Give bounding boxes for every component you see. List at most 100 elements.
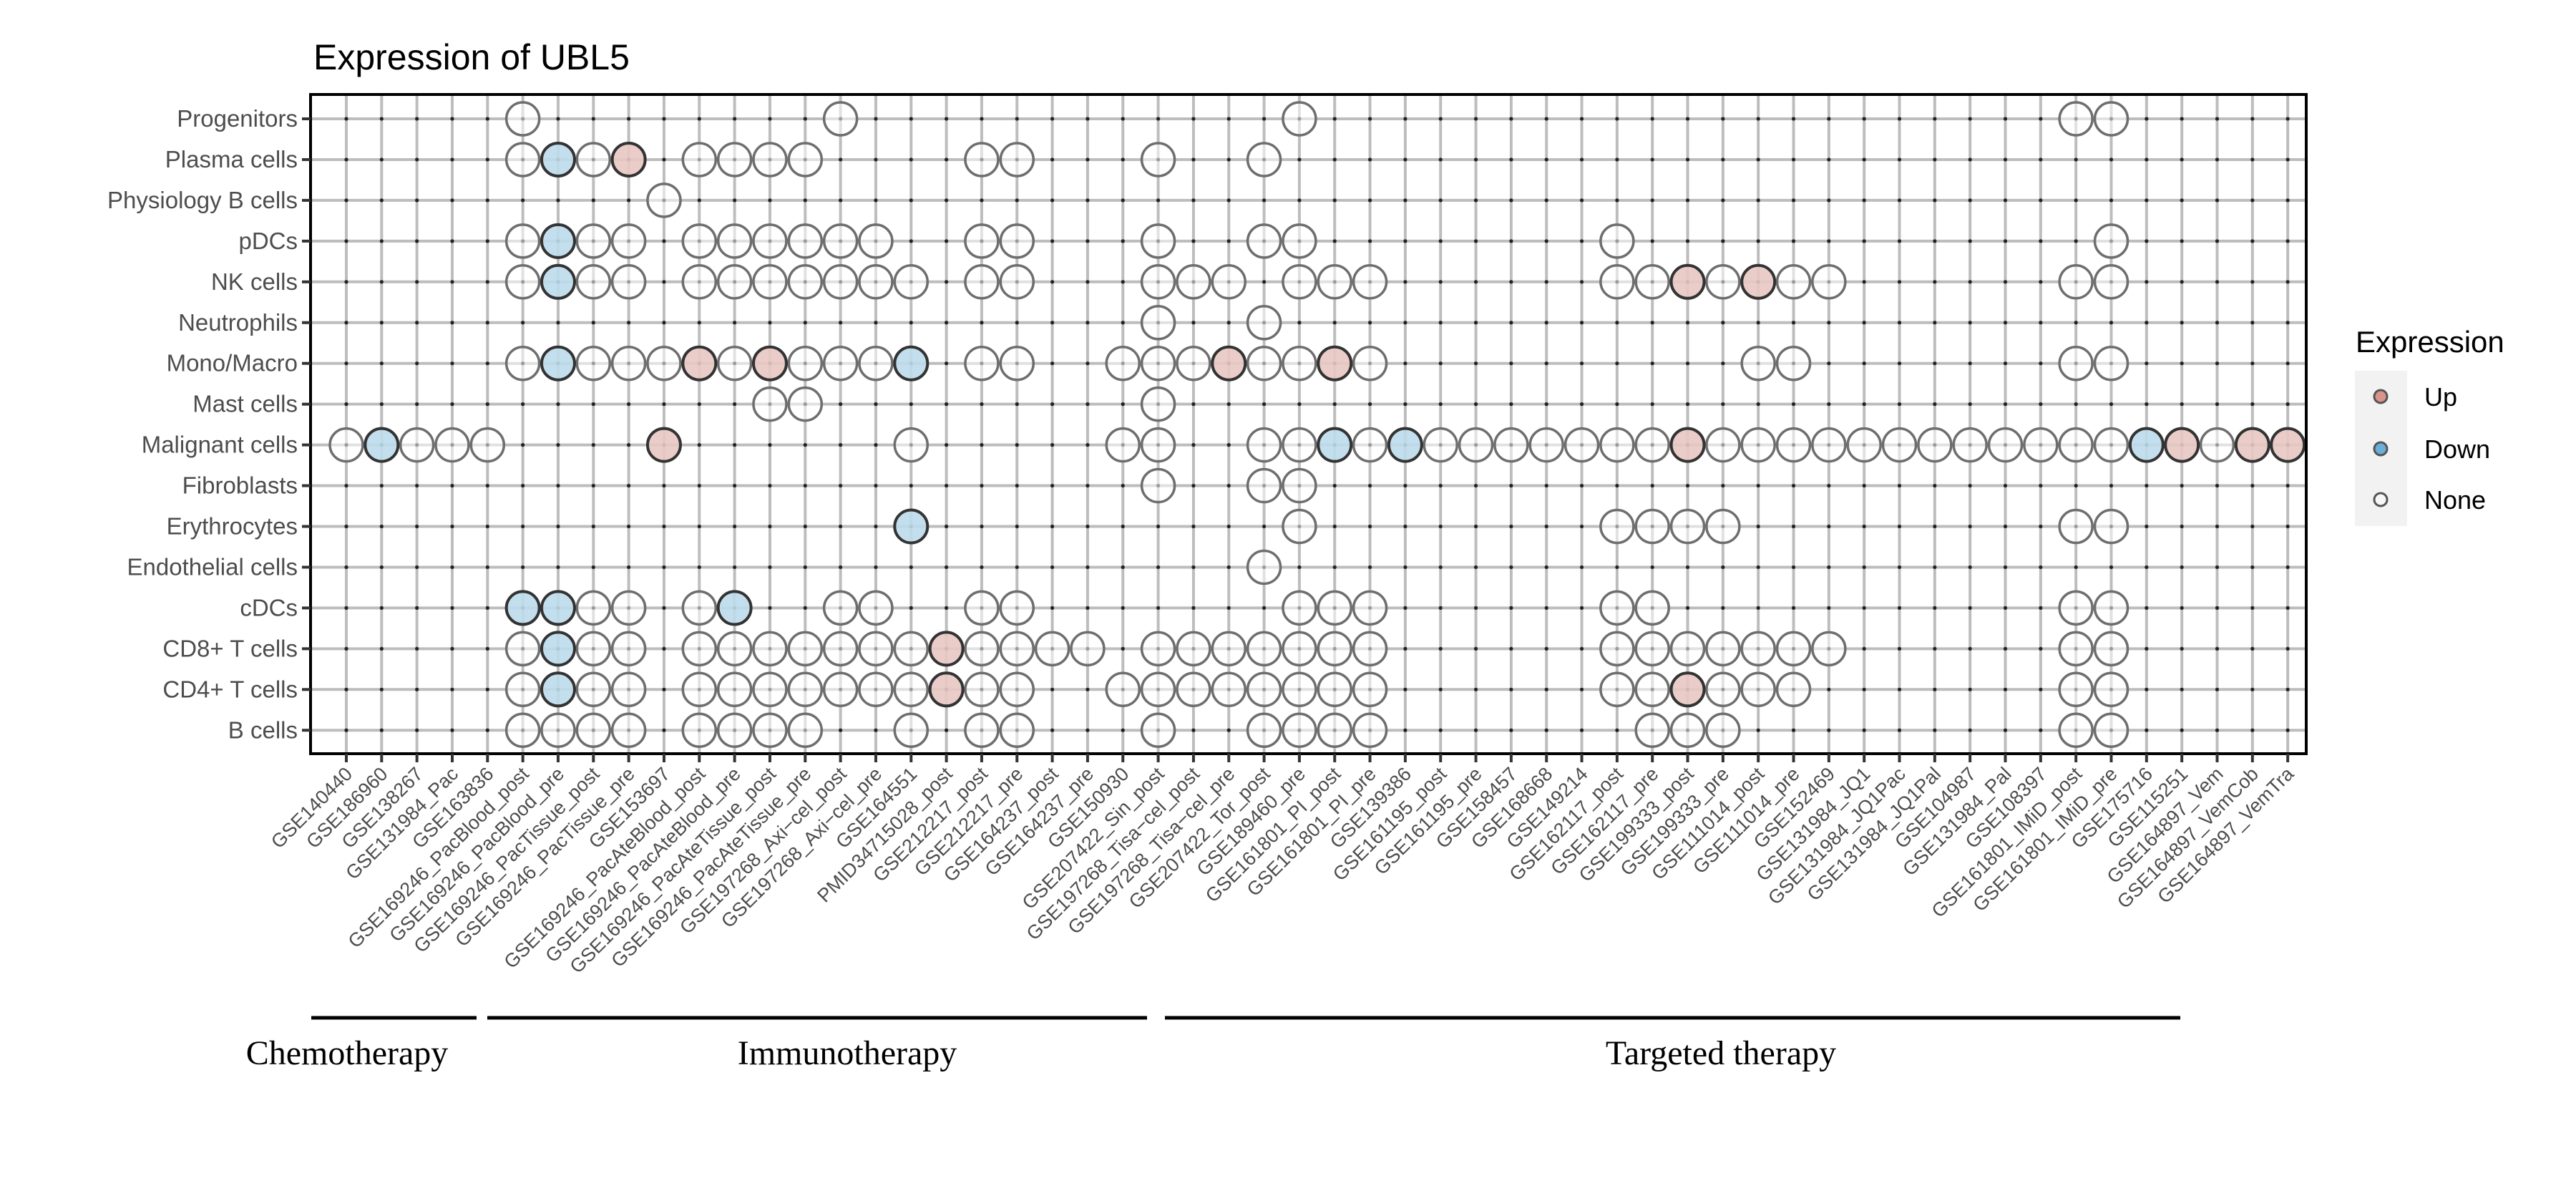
empty-cell-dot xyxy=(2109,565,2114,570)
empty-cell-dot xyxy=(2285,565,2290,570)
empty-cell-dot xyxy=(1473,687,1478,691)
empty-cell-dot xyxy=(1050,524,1055,529)
empty-cell-dot xyxy=(1085,402,1090,407)
empty-cell-dot xyxy=(1862,687,1866,691)
empty-cell-dot xyxy=(627,565,631,570)
empty-cell-dot xyxy=(1615,361,1619,366)
empty-cell-dot xyxy=(1827,157,1831,162)
empty-cell-dot xyxy=(697,402,701,407)
y-tick-label: Mono/Macro xyxy=(167,350,298,376)
treatment-groups: Chemotherapy Immunotherapy Targeted therap… xyxy=(246,1016,2180,1072)
data-point-none xyxy=(1246,305,1282,341)
empty-cell-dot xyxy=(662,565,666,570)
data-point-none xyxy=(575,590,612,626)
data-point-up xyxy=(2164,427,2200,463)
empty-cell-dot xyxy=(485,157,489,162)
empty-cell-dot xyxy=(1579,157,1584,162)
data-point-none xyxy=(1881,427,1918,463)
empty-cell-dot xyxy=(1050,198,1055,203)
data-point-none xyxy=(2058,712,2094,748)
data-point-none xyxy=(1211,631,1246,667)
data-point-down xyxy=(540,141,576,178)
empty-cell-dot xyxy=(945,728,949,732)
empty-cell-dot xyxy=(2180,280,2184,284)
empty-cell-dot xyxy=(1756,157,1760,162)
data-point-none xyxy=(999,345,1035,381)
empty-cell-dot xyxy=(2039,402,2043,407)
empty-cell-dot xyxy=(1721,157,1725,162)
data-point-none xyxy=(858,631,894,667)
data-point-none xyxy=(1705,712,1741,748)
empty-cell-dot xyxy=(2285,157,2290,162)
empty-cell-dot xyxy=(344,524,348,529)
empty-cell-dot xyxy=(945,239,949,243)
empty-cell-dot xyxy=(1933,321,1937,325)
empty-cell-dot xyxy=(2074,239,2078,243)
empty-cell-dot xyxy=(2285,280,2290,284)
empty-cell-dot xyxy=(1933,239,1937,243)
empty-cell-dot xyxy=(1473,606,1478,611)
empty-cell-dot xyxy=(1121,198,1125,203)
data-point-none xyxy=(893,427,930,463)
data-point-down xyxy=(716,590,753,626)
data-point-down xyxy=(893,345,930,381)
empty-cell-dot xyxy=(2039,198,2043,203)
data-point-none xyxy=(2058,345,2094,381)
empty-cell-dot xyxy=(1933,728,1937,732)
empty-cell-dot xyxy=(1579,117,1584,121)
data-point-none xyxy=(540,712,576,748)
data-point-none xyxy=(1246,712,1282,748)
empty-cell-dot xyxy=(1156,198,1161,203)
data-point-up xyxy=(1740,263,1777,300)
empty-cell-dot xyxy=(1050,483,1055,488)
legend-key-none xyxy=(2373,492,2389,507)
empty-cell-dot xyxy=(2003,117,2008,121)
data-point-none xyxy=(1599,508,1635,545)
empty-cell-dot xyxy=(1862,524,1866,529)
data-point-none xyxy=(1140,305,1176,341)
data-point-none xyxy=(1282,427,1317,463)
empty-cell-dot xyxy=(2039,280,2043,284)
empty-cell-dot xyxy=(415,687,419,691)
empty-cell-dot xyxy=(485,646,489,651)
data-point-none xyxy=(504,264,541,300)
empty-cell-dot xyxy=(1473,728,1478,732)
empty-cell-dot xyxy=(450,157,454,162)
empty-cell-dot xyxy=(1968,524,1972,529)
empty-cell-dot xyxy=(627,402,631,407)
empty-cell-dot xyxy=(1050,402,1055,407)
data-point-none xyxy=(646,345,682,381)
empty-cell-dot xyxy=(485,402,489,407)
data-point-none xyxy=(1705,671,1741,708)
data-point-none xyxy=(964,264,1000,300)
empty-cell-dot xyxy=(1332,157,1337,162)
legend-label-down: Down xyxy=(2424,434,2490,464)
empty-cell-dot xyxy=(2003,402,2008,407)
empty-cell-dot xyxy=(1933,524,1937,529)
empty-cell-dot xyxy=(1438,280,1443,284)
empty-cell-dot xyxy=(556,524,560,529)
empty-cell-dot xyxy=(1968,157,1972,162)
empty-cell-dot xyxy=(1438,646,1443,651)
empty-cell-dot xyxy=(2250,321,2255,325)
empty-cell-dot xyxy=(1615,728,1619,732)
empty-cell-dot xyxy=(839,524,843,529)
empty-cell-dot xyxy=(768,606,772,611)
empty-cell-dot xyxy=(1156,565,1161,570)
empty-cell-dot xyxy=(1544,524,1548,529)
empty-cell-dot xyxy=(733,321,737,325)
data-point-none xyxy=(1775,345,1812,381)
empty-cell-dot xyxy=(591,402,595,407)
empty-cell-dot xyxy=(1403,157,1407,162)
empty-cell-dot xyxy=(1544,402,1548,407)
empty-cell-dot xyxy=(415,524,419,529)
y-axis: Progenitors Plasma cells Physiology B cell… xyxy=(107,105,311,743)
empty-cell-dot xyxy=(874,198,878,203)
empty-cell-dot xyxy=(1262,606,1267,611)
data-point-none xyxy=(681,223,718,259)
empty-cell-dot xyxy=(1544,565,1548,570)
empty-cell-dot xyxy=(1332,565,1337,570)
empty-cell-dot xyxy=(1897,728,1902,732)
empty-cell-dot xyxy=(768,565,772,570)
empty-cell-dot xyxy=(1403,606,1407,611)
